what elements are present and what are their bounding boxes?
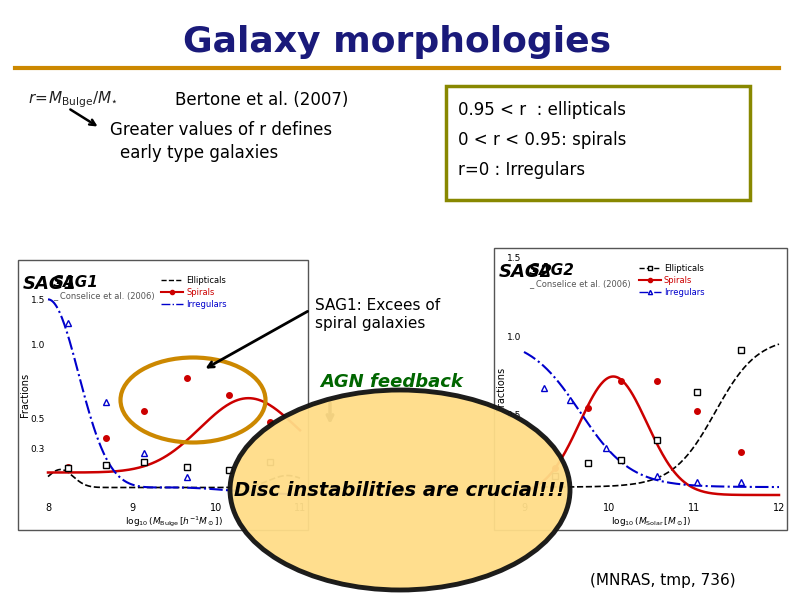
Text: 10: 10: [603, 503, 615, 513]
Text: Irregulars: Irregulars: [187, 299, 227, 308]
Text: 11: 11: [688, 503, 700, 513]
Text: 8: 8: [45, 503, 51, 513]
Text: Fractions: Fractions: [20, 373, 30, 417]
Text: 0 < r < 0.95: spirals: 0 < r < 0.95: spirals: [458, 131, 626, 149]
Text: 1.0: 1.0: [507, 333, 521, 342]
Text: (MNRAS, tmp, 736): (MNRAS, tmp, 736): [590, 572, 735, 587]
Text: SAG2: SAG2: [529, 262, 575, 277]
Text: spiral galaxies: spiral galaxies: [315, 315, 426, 330]
Text: $\log_{10}(M_{\mathrm{Solar}}\,[M_\odot])$: $\log_{10}(M_{\mathrm{Solar}}\,[M_\odot]…: [611, 515, 692, 528]
Text: 0.5: 0.5: [507, 412, 521, 421]
Text: 0.3: 0.3: [31, 446, 45, 455]
Text: early type galaxies: early type galaxies: [120, 144, 278, 162]
Text: _ Conselice et al. (2006): _ Conselice et al. (2006): [53, 292, 155, 300]
Text: AGN feedback: AGN feedback: [320, 373, 463, 391]
Text: SAG2: SAG2: [499, 263, 553, 281]
Text: Irregulars: Irregulars: [664, 287, 704, 296]
Text: $\log_{10}(M_{\mathrm{Bulge}}\,[h^{-1}M_\odot])$: $\log_{10}(M_{\mathrm{Bulge}}\,[h^{-1}M_…: [125, 515, 223, 529]
Text: Spirals: Spirals: [664, 275, 692, 284]
Text: 1.0: 1.0: [31, 340, 45, 349]
Text: Greater values of r defines: Greater values of r defines: [110, 121, 332, 139]
Text: 1.5: 1.5: [31, 296, 45, 305]
Text: 12: 12: [773, 503, 785, 513]
Text: Ellipticals: Ellipticals: [187, 275, 226, 284]
Text: Spirals: Spirals: [187, 287, 214, 296]
Text: Fractions: Fractions: [496, 367, 506, 411]
Text: Disc instabilities are crucial!!!: Disc instabilities are crucial!!!: [234, 481, 565, 499]
Text: 9: 9: [521, 503, 527, 513]
Text: SAG1: Excees of: SAG1: Excees of: [315, 298, 440, 312]
Text: Ellipticals: Ellipticals: [664, 264, 703, 273]
Text: r=0 : Irregulars: r=0 : Irregulars: [458, 161, 585, 179]
Text: SAG1: SAG1: [53, 274, 99, 290]
Text: 1.5: 1.5: [507, 253, 521, 262]
Text: _ Conselice et al. (2006): _ Conselice et al. (2006): [529, 280, 630, 289]
Text: 0.95 < r  : ellipticals: 0.95 < r : ellipticals: [458, 101, 626, 119]
Text: Bertone et al. (2007): Bertone et al. (2007): [175, 91, 349, 109]
Text: 11: 11: [294, 503, 306, 513]
Text: 9: 9: [129, 503, 135, 513]
Text: 10: 10: [210, 503, 222, 513]
Bar: [494, 248, 787, 530]
Bar: [18, 260, 308, 530]
Text: 0.5: 0.5: [31, 415, 45, 424]
Text: $r\!=\!M_{\mathrm{Bulge}}/M_{\star}$: $r\!=\!M_{\mathrm{Bulge}}/M_{\star}$: [28, 90, 118, 110]
FancyBboxPatch shape: [446, 86, 750, 200]
Ellipse shape: [230, 390, 570, 590]
Text: Galaxy morphologies: Galaxy morphologies: [183, 25, 611, 59]
Text: SAG1: SAG1: [23, 275, 77, 293]
